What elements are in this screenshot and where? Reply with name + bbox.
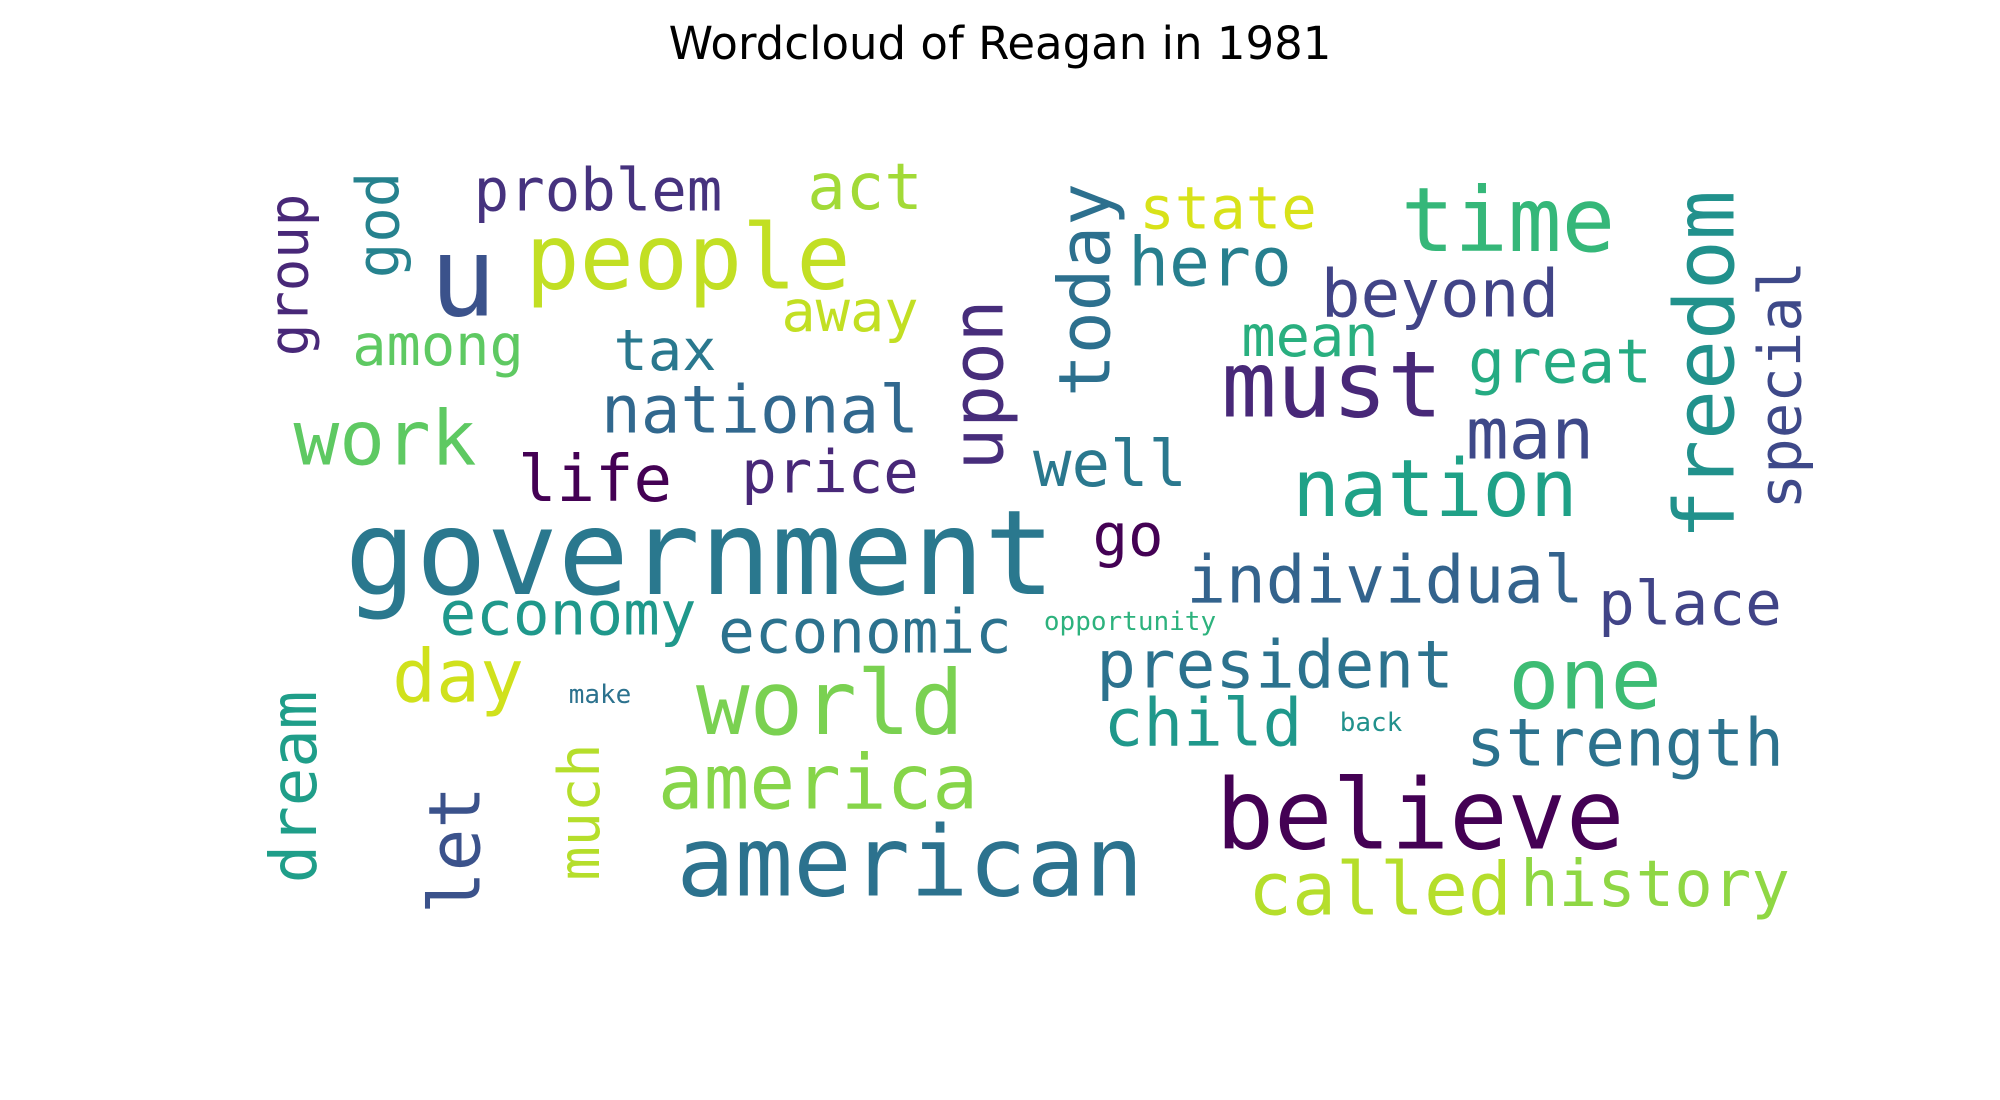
word-work: work (293, 394, 476, 483)
word-time: time (1401, 168, 1615, 272)
word-much: much (547, 743, 613, 880)
word-place: place (1598, 569, 1782, 640)
word-man: man (1466, 393, 1594, 476)
word-dream: dream (258, 691, 332, 884)
word-tax: tax (614, 318, 717, 384)
word-president: president (1096, 627, 1454, 704)
word-away: away (781, 279, 918, 345)
word-america: america (658, 738, 978, 827)
word-opportunity: opportunity (1044, 607, 1216, 637)
word-freedom: freedom (1657, 190, 1754, 540)
word-go: go (1092, 501, 1163, 570)
word-beyond: beyond (1321, 256, 1559, 333)
word-economic: economic (718, 597, 1012, 668)
word-god: god (344, 172, 413, 279)
word-hero: hero (1128, 224, 1292, 303)
chart-title: Wordcloud of Reagan in 1981 (668, 17, 1332, 70)
word-people: people (525, 206, 850, 311)
word-upon: upon (937, 300, 1020, 471)
word-act: act (807, 151, 923, 225)
word-life: life (518, 443, 672, 517)
word-child: child (1104, 685, 1303, 762)
word-individual: individual (1186, 542, 1583, 619)
word-u: u (430, 214, 497, 343)
word-let: let (414, 786, 497, 914)
word-day: day (392, 635, 524, 720)
word-believe: believe (1216, 759, 1625, 872)
word-world: world (696, 651, 964, 755)
word-make: make (569, 680, 632, 710)
word-back: back (1340, 708, 1403, 738)
word-among: among (352, 313, 524, 379)
word-well: well (1033, 428, 1187, 502)
word-american: american (676, 806, 1143, 919)
word-government: government (345, 484, 1055, 622)
word-must: must (1221, 332, 1443, 439)
word-great: great (1468, 327, 1652, 398)
word-special: special (1746, 261, 1815, 510)
word-mean: mean (1241, 304, 1378, 370)
word-group: group (258, 194, 321, 357)
word-price: price (741, 438, 919, 507)
word-national: national (601, 372, 919, 449)
word-nation: nation (1292, 443, 1577, 535)
word-strength: strength (1466, 705, 1784, 782)
word-problem: problem (474, 156, 723, 225)
word-called: called (1248, 848, 1512, 933)
word-history: history (1520, 848, 1790, 922)
word-economy: economy (439, 579, 696, 650)
word-one: one (1508, 631, 1662, 730)
word-today: today (1044, 183, 1127, 397)
word-state: state (1139, 174, 1317, 243)
